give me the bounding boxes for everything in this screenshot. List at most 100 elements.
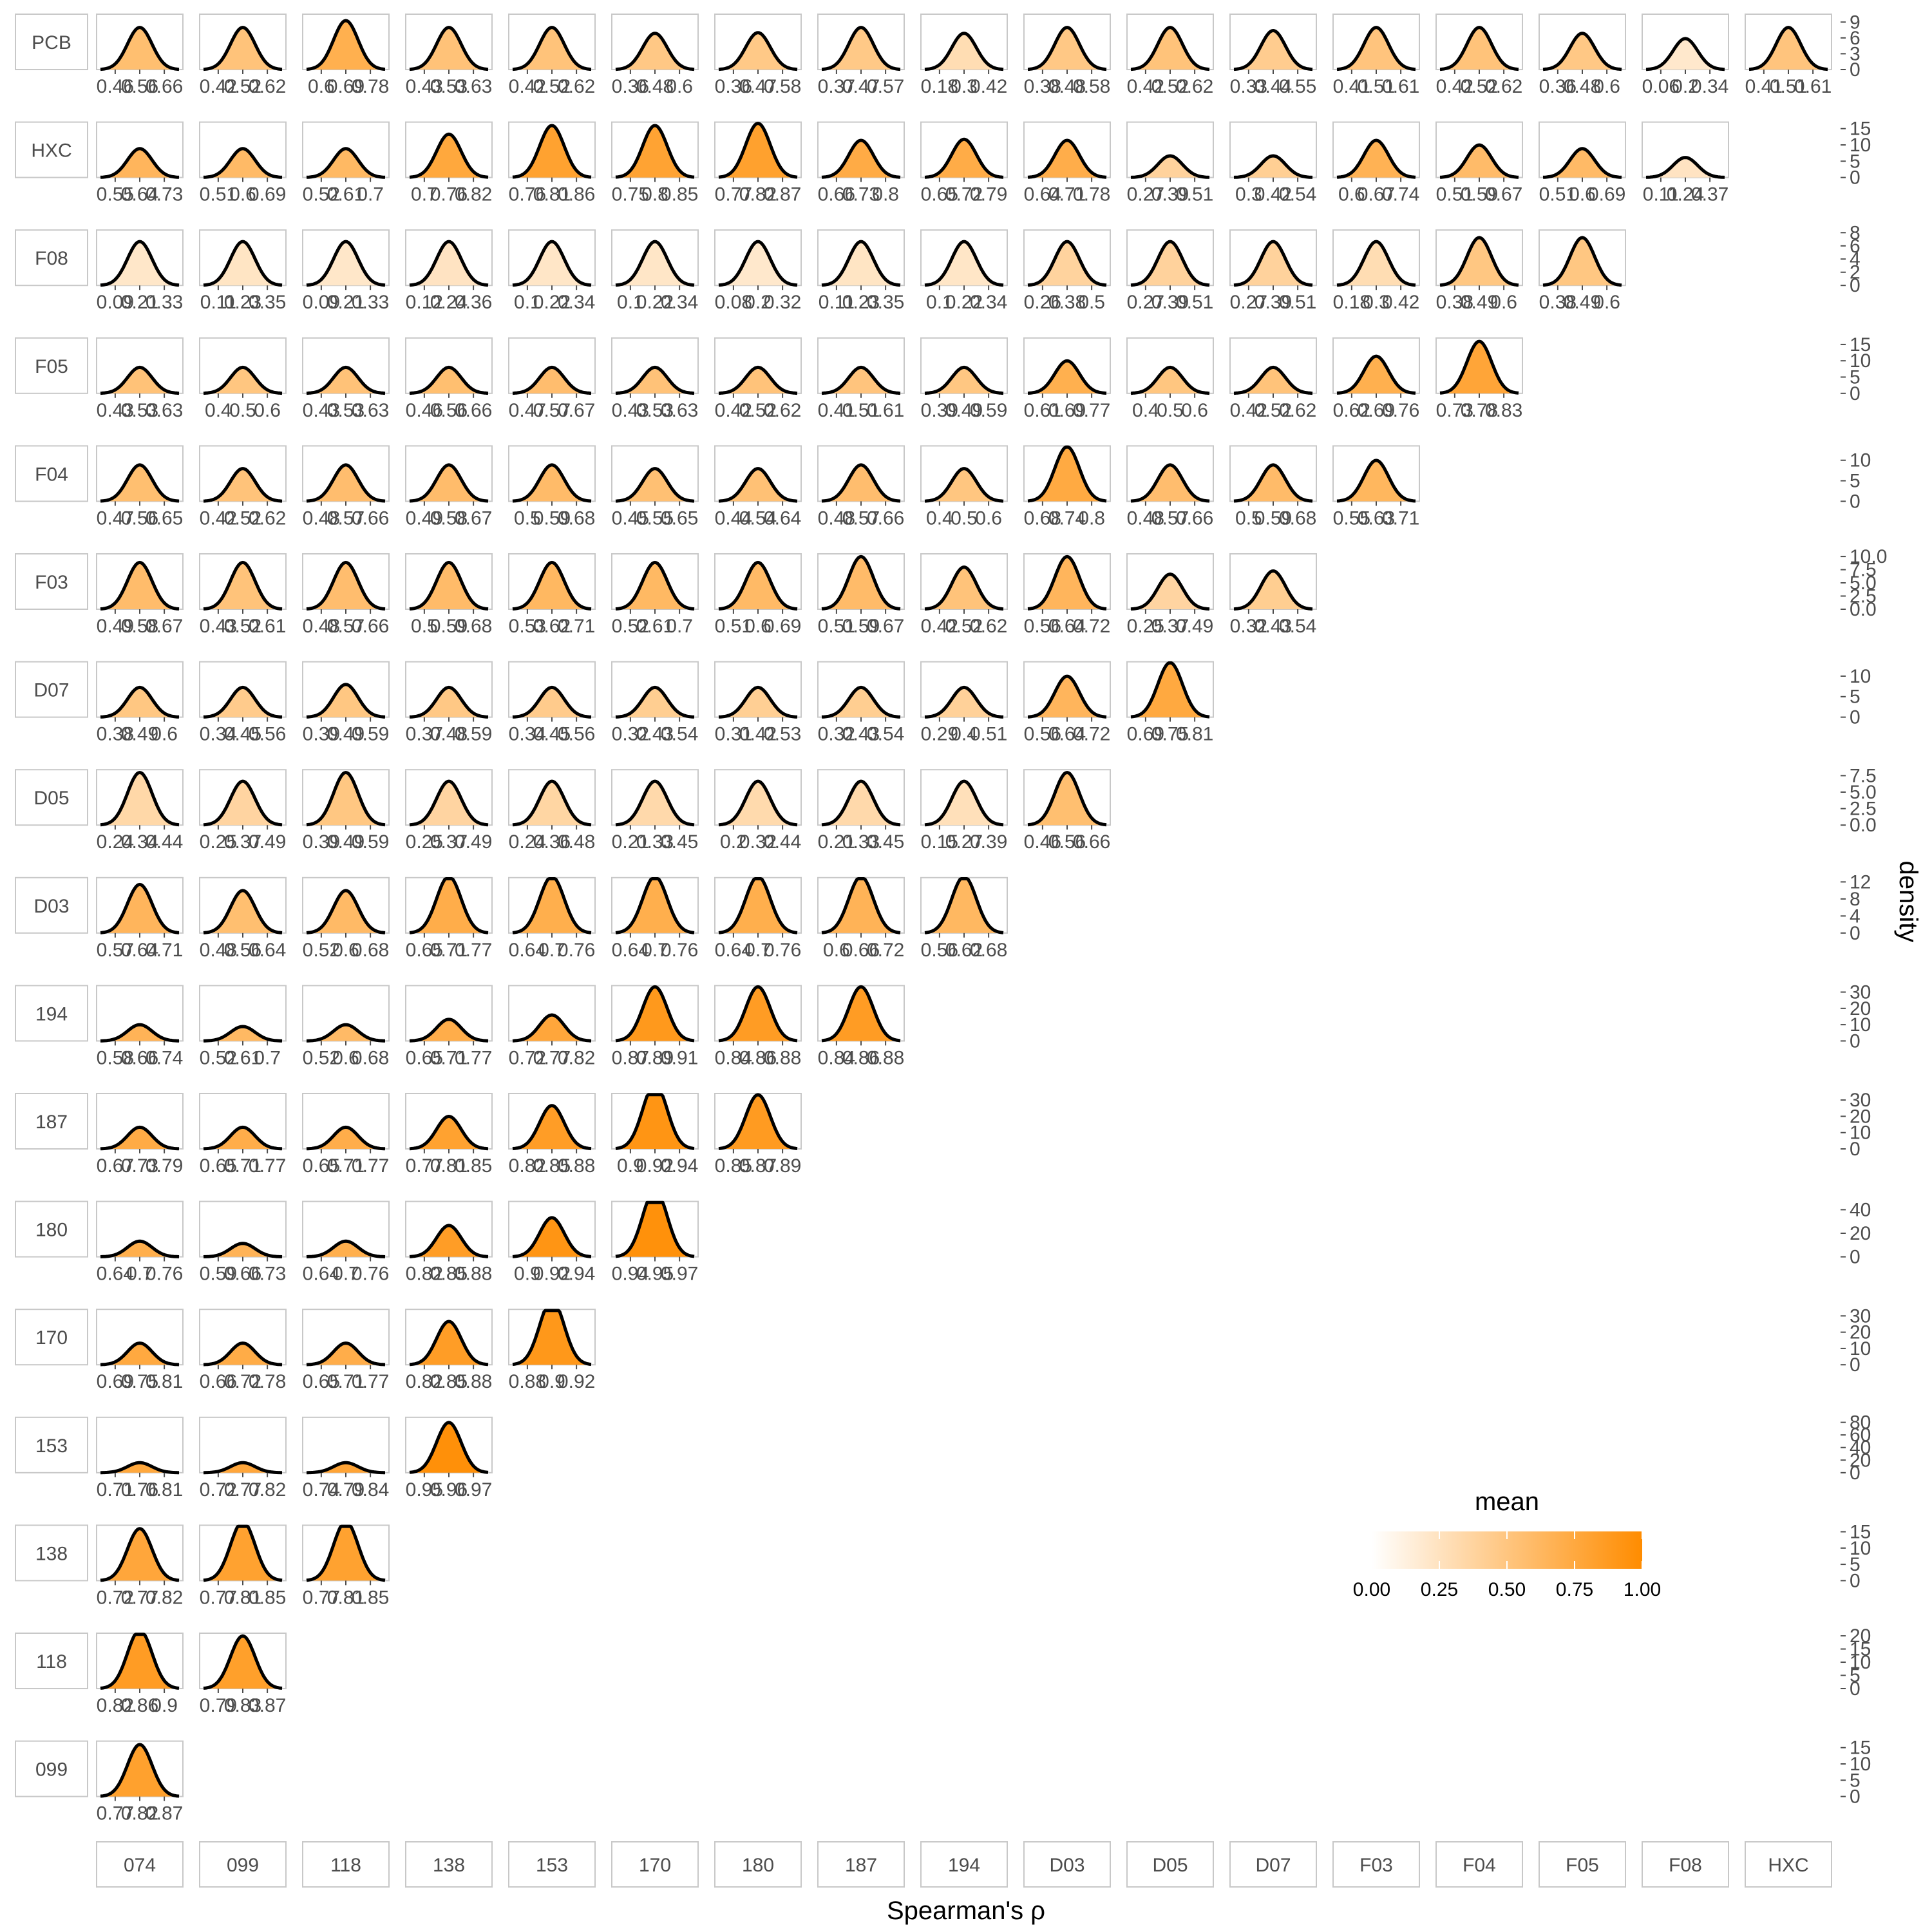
y-tick-label: 6 (1850, 236, 1861, 257)
density-curve (1233, 365, 1313, 395)
density-area (513, 1310, 591, 1365)
y-tick-label: 10 (1850, 1014, 1871, 1036)
density-panel: 0.520.60.68 (302, 876, 390, 961)
x-tick-label: 0.45 (612, 507, 649, 529)
density-panel: 0.390.490.59 (920, 337, 1008, 421)
col-strip-label: D07 (1255, 1855, 1291, 1876)
y-tick-label: 15 (1850, 1639, 1871, 1660)
x-tick-label: 0.67 (867, 616, 904, 637)
density-curve (100, 1633, 180, 1690)
x-tick-label: 0.77 (224, 1479, 261, 1501)
y-tick-label: 10 (1850, 1754, 1871, 1775)
row-strip (15, 1524, 88, 1582)
density-curve (306, 889, 386, 934)
density-panel: 0.360.480.6 (611, 14, 699, 97)
x-tick-label: 0.56 (224, 940, 261, 961)
x-tick-label: 0.39 (303, 831, 340, 853)
density-panel: 0.850.870.89 (714, 1093, 802, 1177)
density-curve (203, 26, 283, 71)
density-panel: 0.840.860.88 (714, 985, 802, 1068)
col-strip-label: HXC (1768, 1855, 1808, 1876)
density-curve (512, 365, 592, 395)
x-tick-label: 0.57 (97, 940, 134, 961)
x-tick-label: 0.23 (224, 292, 261, 313)
legend-tick-label: 0.00 (1353, 1579, 1390, 1600)
x-tick-label: 0.63 (146, 400, 183, 421)
density-curve (1336, 240, 1416, 287)
x-tick-label: 0.3 (1363, 292, 1390, 313)
x-tick-label: 0.68 (1024, 507, 1061, 529)
x-tick-label: 0.84 (715, 1047, 752, 1068)
density-curve (1233, 463, 1313, 503)
y-tick-label: 9 (1850, 12, 1861, 33)
x-tick-label: 0.77 (352, 1371, 389, 1392)
density-panel: 0.360.470.58 (714, 14, 802, 97)
x-tick-label: 0.69 (1048, 400, 1086, 421)
x-tick-label: 0.81 (224, 1587, 261, 1608)
x-tick-label: 0.53 (430, 76, 468, 97)
x-tick-label: 0.58 (430, 507, 468, 529)
row-strip-label: PCB (32, 32, 71, 53)
x-tick-label: 0.49 (97, 616, 134, 637)
density-panel: 0.250.370.49 (199, 769, 287, 853)
density-curve (1439, 26, 1519, 71)
x-tick-label: 0.91 (661, 1047, 698, 1068)
density-panel: 0.680.740.8 (1023, 445, 1111, 529)
density-curve (615, 1200, 695, 1258)
x-tick-label: 0.48 (558, 831, 595, 853)
x-tick-label: 0.49 (1461, 292, 1498, 313)
x-tick-label: 0.56 (430, 400, 468, 421)
x-tick-label: 0.64 (612, 940, 649, 961)
x-tick-label: 0.97 (455, 1479, 492, 1501)
x-tick-label: 0.56 (121, 76, 158, 97)
y-tick-label: 0.0 (1850, 599, 1877, 620)
x-tick-label: 0.69 (97, 1371, 134, 1392)
x-tick-label: 0.34 (661, 292, 698, 313)
x-tick-label: 0.61 (867, 400, 904, 421)
density-curve (718, 685, 798, 719)
x-tick-label: 0.34 (121, 831, 158, 853)
x-tick-label: 0.25 (1127, 616, 1164, 637)
density-panel: 0.640.70.76 (508, 876, 596, 961)
x-tick-label: 0.52 (1255, 400, 1292, 421)
x-tick-label: 0.51 (1436, 184, 1473, 205)
x-tick-label: 0.68 (455, 616, 492, 637)
y-tick-label: 20 (1850, 1106, 1871, 1127)
density-curve (718, 1093, 798, 1150)
x-tick-label: 0.55 (1279, 76, 1316, 97)
x-tick-label: 0.54 (1279, 616, 1316, 637)
x-tick-label: 0.66 (1073, 831, 1110, 853)
density-panel: 0.640.70.76 (714, 876, 802, 961)
density-curve (615, 240, 695, 287)
y-tick-label: 0 (1850, 707, 1861, 728)
x-tick-label: 0.64 (97, 1264, 134, 1285)
density-curve (512, 685, 592, 719)
x-tick-label: 0.4 (951, 724, 978, 745)
x-tick-label: 0.55 (97, 184, 134, 205)
row-strip (15, 1200, 88, 1258)
x-tick-label: 0.52 (739, 400, 777, 421)
x-tick-label: 0.85 (455, 1155, 492, 1177)
x-tick-label: 0.7 (411, 184, 438, 205)
density-curve (718, 560, 798, 611)
y-tick-label: 30 (1850, 1305, 1871, 1327)
density-curve (512, 779, 592, 827)
density-curve (306, 1461, 386, 1475)
density-panel: 0.580.660.74 (96, 985, 184, 1068)
density-curve (821, 685, 901, 719)
density-curve (718, 240, 798, 287)
y-tick-label: 0 (1850, 59, 1861, 80)
x-tick-label: 0.41 (1333, 76, 1370, 97)
x-tick-label: 0.48 (303, 507, 340, 529)
density-panel: 0.330.440.55 (1229, 14, 1317, 97)
x-tick-label: 0.53 (636, 400, 674, 421)
x-tick-label: 0.36 (612, 76, 649, 97)
x-tick-label: 0.63 (455, 76, 492, 97)
x-tick-label: 0.6 (1338, 184, 1365, 205)
row-strip (15, 229, 88, 287)
x-tick-label: 0.2 (1672, 76, 1699, 97)
x-tick-label: 0.88 (509, 1371, 546, 1392)
x-tick-label: 0.37 (430, 831, 468, 853)
x-tick-label: 0.56 (1024, 616, 1061, 637)
x-tick-label: 0.26 (1024, 292, 1061, 313)
